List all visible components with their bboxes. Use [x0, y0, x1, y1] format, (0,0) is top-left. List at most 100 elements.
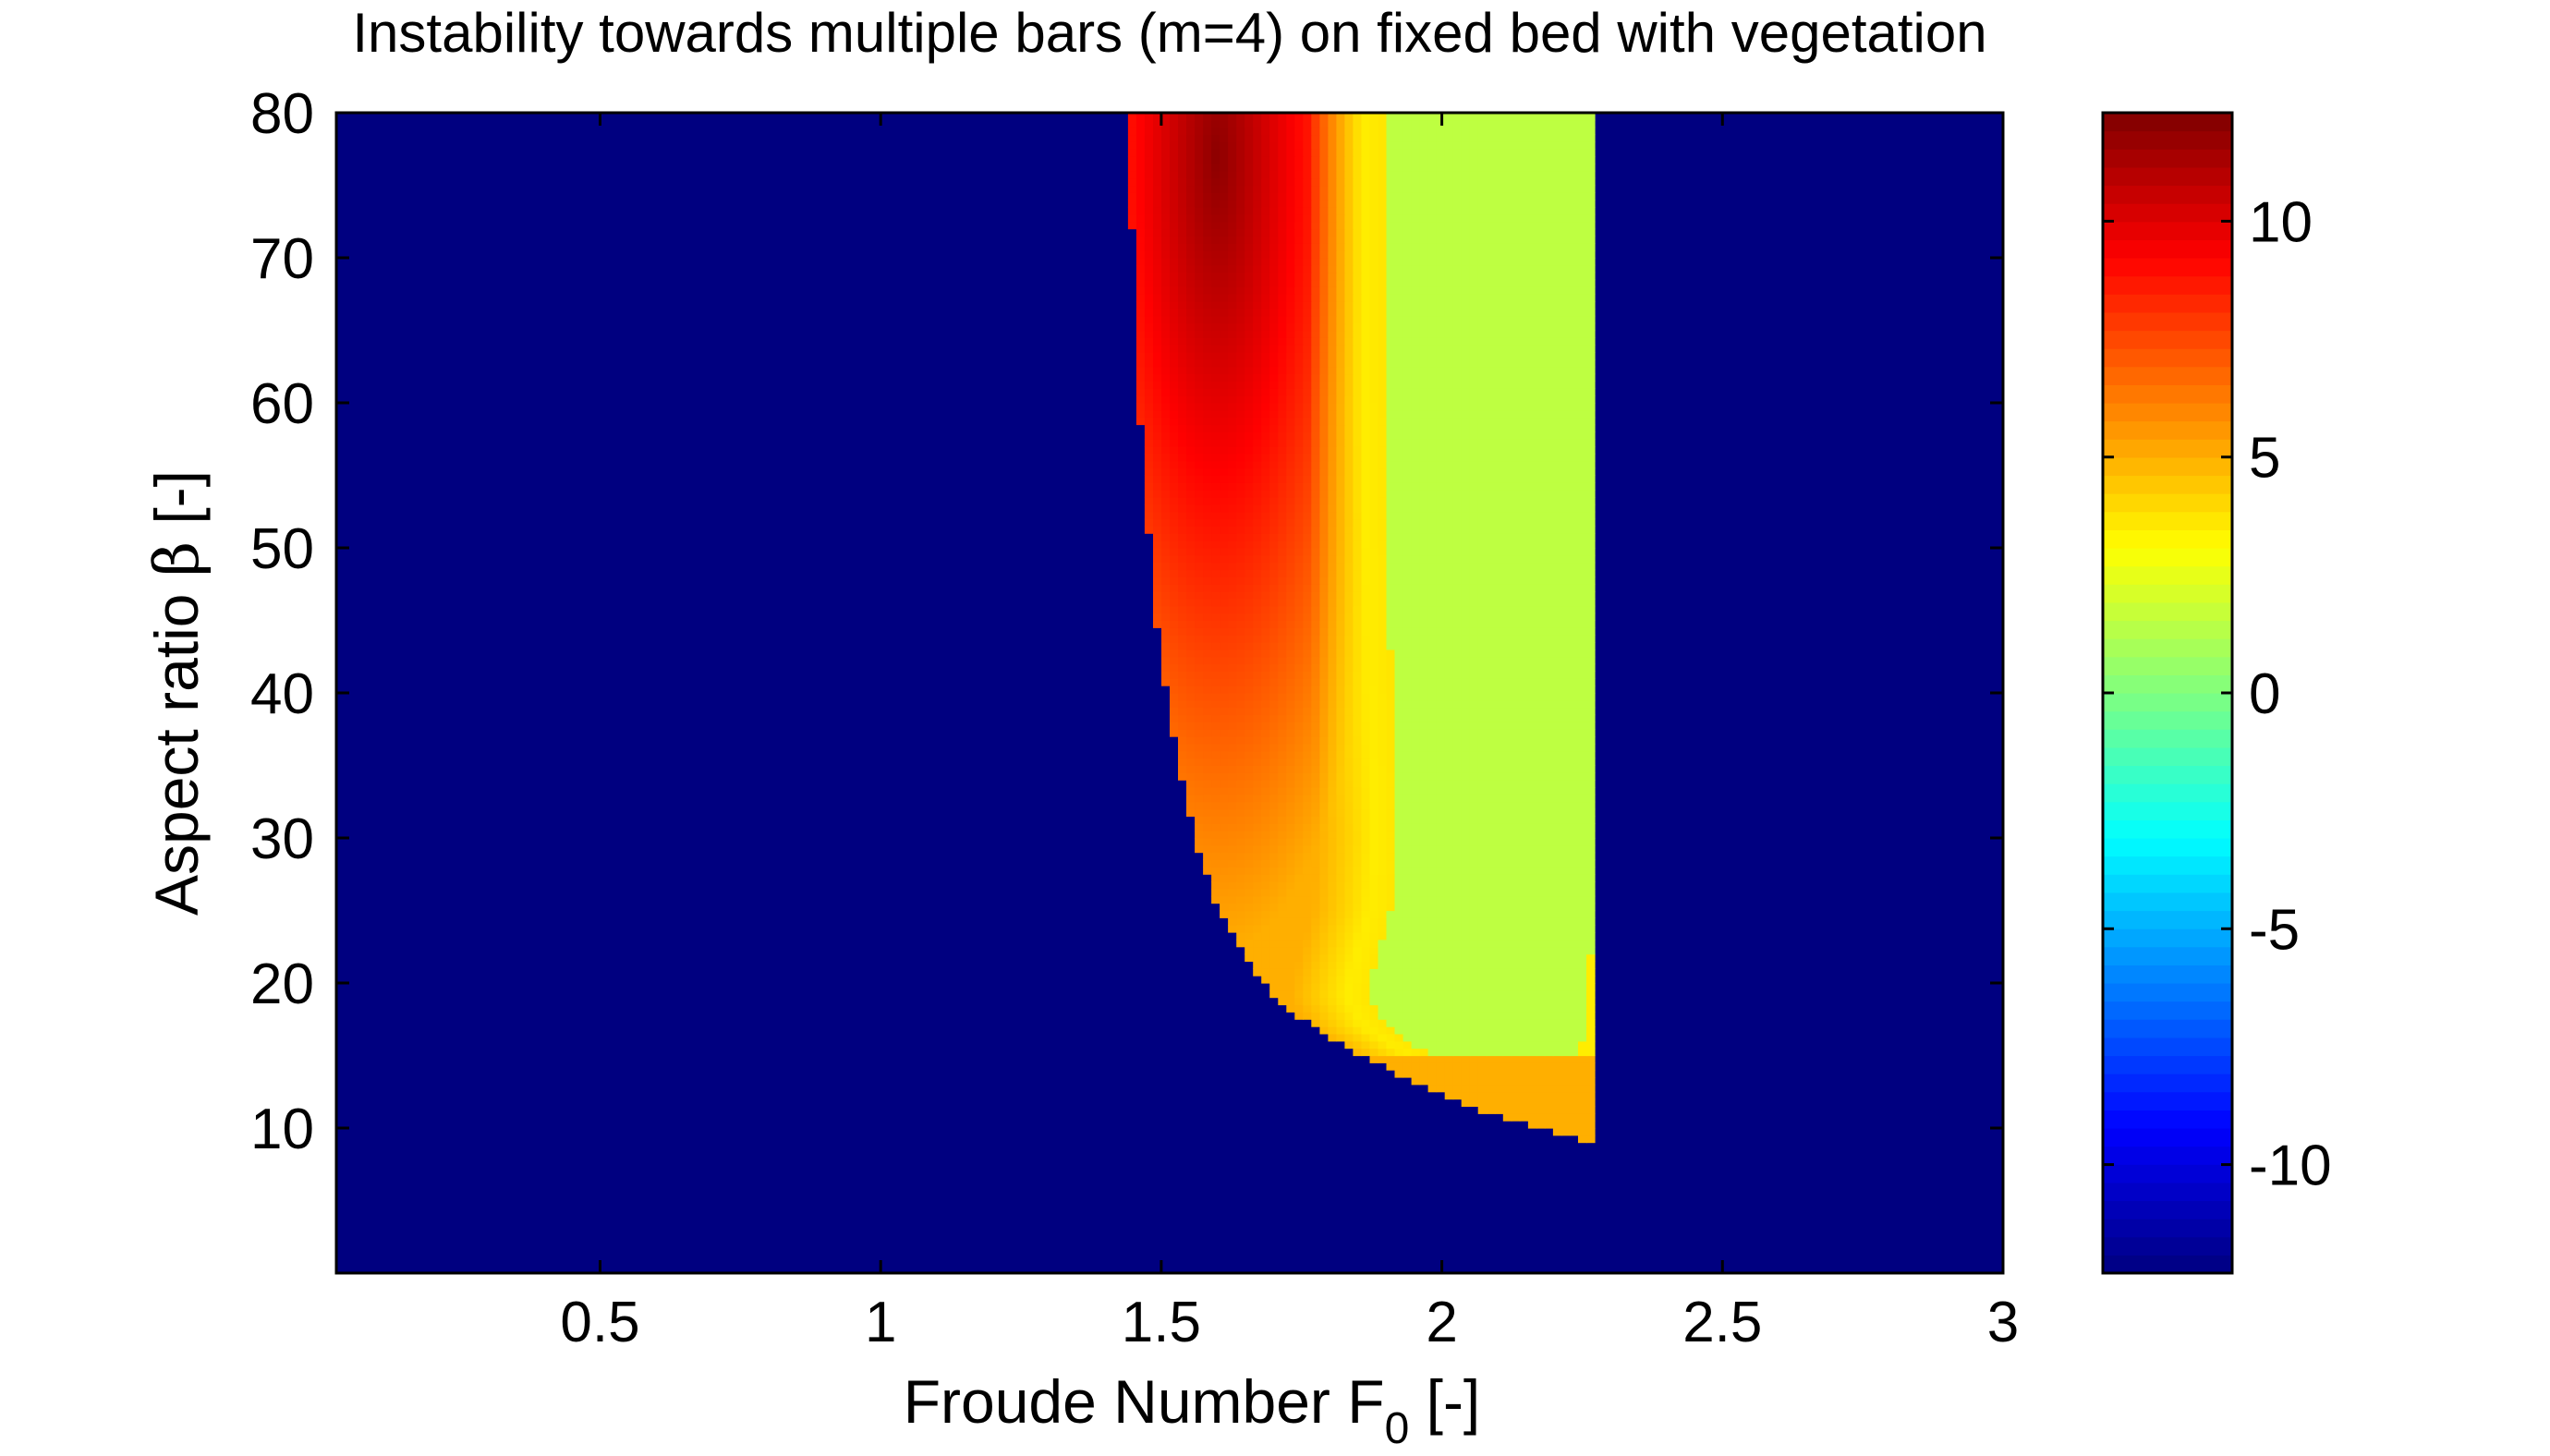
- heatmap-cell: [1427, 591, 1438, 600]
- heatmap-cell: [1469, 844, 1479, 854]
- heatmap-cell: [1486, 446, 1496, 455]
- heatmap-cell: [1486, 1062, 1496, 1071]
- heatmap-cell: [1311, 642, 1320, 650]
- heatmap-cell: [1477, 744, 1488, 752]
- heatmap-cell: [1236, 373, 1245, 382]
- heatmap-cell: [1144, 467, 1154, 476]
- heatmap-cell: [1552, 744, 1562, 752]
- heatmap-cell: [1452, 1062, 1463, 1071]
- heatmap-cell: [1519, 750, 1529, 759]
- heatmap-cell: [1344, 439, 1354, 447]
- heatmap-cell: [1578, 1113, 1587, 1122]
- heatmap-cell: [1477, 1004, 1488, 1013]
- heatmap-cell: [1578, 475, 1587, 483]
- heatmap-cell: [1294, 772, 1304, 781]
- heatmap-cell: [1452, 867, 1463, 875]
- heatmap-cell: [1570, 722, 1579, 730]
- heatmap-cell: [1411, 460, 1421, 469]
- heatmap-cell: [1511, 381, 1521, 389]
- heatmap-cell: [1328, 562, 1337, 571]
- heatmap-cell: [1253, 467, 1262, 476]
- heatmap-cell: [1494, 1091, 1504, 1100]
- heatmap-cell: [1319, 744, 1329, 752]
- heatmap-cell: [1560, 576, 1571, 585]
- heatmap-cell: [1245, 431, 1254, 440]
- heatmap-cell: [1444, 424, 1454, 432]
- heatmap-cell: [1444, 358, 1454, 368]
- heatmap-cell: [1427, 431, 1438, 440]
- heatmap-cell: [1552, 373, 1562, 382]
- heatmap-cell: [1411, 903, 1421, 912]
- heatmap-cell: [1220, 497, 1229, 505]
- heatmap-cell: [1411, 475, 1421, 483]
- heatmap-cell: [1186, 381, 1196, 389]
- heatmap-cell: [1477, 686, 1488, 694]
- heatmap-cell: [1245, 794, 1254, 803]
- heatmap-cell: [1361, 961, 1371, 969]
- heatmap-cell: [1328, 576, 1337, 585]
- heatmap-cell: [1278, 373, 1287, 382]
- heatmap-cell: [1211, 722, 1220, 730]
- heatmap-cell: [1394, 917, 1404, 926]
- heatmap-cell: [1253, 780, 1262, 788]
- heatmap-cell: [1303, 446, 1312, 455]
- heatmap-cell: [1344, 431, 1354, 440]
- heatmap-cell: [1236, 511, 1245, 520]
- heatmap-cell: [1502, 1012, 1512, 1020]
- heatmap-cell: [1519, 903, 1529, 912]
- heatmap-cell: [1211, 772, 1220, 781]
- heatmap-cell: [1369, 403, 1379, 411]
- heatmap-cell: [1161, 381, 1171, 389]
- heatmap-cell: [1560, 497, 1571, 505]
- heatmap-cell: [1228, 801, 1237, 810]
- heatmap-cell: [1303, 403, 1312, 411]
- heatmap-cell: [1261, 395, 1270, 404]
- heatmap-cell: [1269, 917, 1279, 926]
- heatmap-cell: [1253, 744, 1262, 752]
- heatmap-cell: [1536, 744, 1546, 752]
- heatmap-cell: [1378, 584, 1388, 592]
- heatmap-cell: [1560, 983, 1571, 991]
- heatmap-cell: [1144, 511, 1154, 520]
- heatmap-cell: [1511, 663, 1521, 672]
- heatmap-cell: [1527, 1012, 1537, 1020]
- heatmap-cell: [1178, 765, 1187, 773]
- heatmap-cell: [1527, 831, 1537, 839]
- heatmap-cell: [1178, 729, 1187, 737]
- heatmap-cell: [1361, 1034, 1371, 1042]
- heatmap-cell: [1411, 490, 1421, 498]
- heatmap-cell: [1336, 649, 1345, 658]
- heatmap-cell: [1502, 663, 1512, 672]
- heatmap-cell: [1444, 649, 1454, 658]
- heatmap-cell: [1461, 649, 1471, 658]
- heatmap-cell: [1328, 671, 1337, 679]
- heatmap-cell: [1294, 358, 1304, 368]
- heatmap-cell: [1361, 635, 1371, 643]
- heatmap-cell: [1319, 953, 1329, 962]
- heatmap-cell: [1228, 569, 1237, 577]
- heatmap-cell: [1494, 1098, 1504, 1107]
- heatmap-cell: [1552, 671, 1562, 679]
- heatmap-cell: [1245, 780, 1254, 788]
- heatmap-cell: [1560, 381, 1571, 389]
- heatmap-cell: [1527, 409, 1537, 419]
- heatmap-cell: [1494, 1048, 1504, 1057]
- heatmap-cell: [1311, 1012, 1320, 1020]
- heatmap-cell: [1261, 663, 1270, 672]
- heatmap-cell: [1303, 794, 1312, 803]
- heatmap-cell: [1378, 569, 1388, 577]
- heatmap-cell: [1328, 714, 1337, 722]
- heatmap-cell: [1211, 373, 1220, 382]
- heatmap-cell: [1220, 431, 1229, 440]
- heatmap-cell: [1170, 366, 1179, 375]
- heatmap-cell: [1311, 584, 1320, 592]
- heatmap-cell: [1560, 787, 1571, 795]
- heatmap-cell: [1353, 518, 1362, 527]
- heatmap-cell: [1303, 475, 1312, 483]
- heatmap-cell: [1427, 808, 1438, 817]
- heatmap-cell: [1386, 844, 1396, 854]
- heatmap-cell: [1369, 744, 1379, 752]
- heatmap-cell: [1294, 475, 1304, 483]
- heatmap-cell: [1536, 439, 1546, 447]
- heatmap-cell: [1286, 903, 1295, 912]
